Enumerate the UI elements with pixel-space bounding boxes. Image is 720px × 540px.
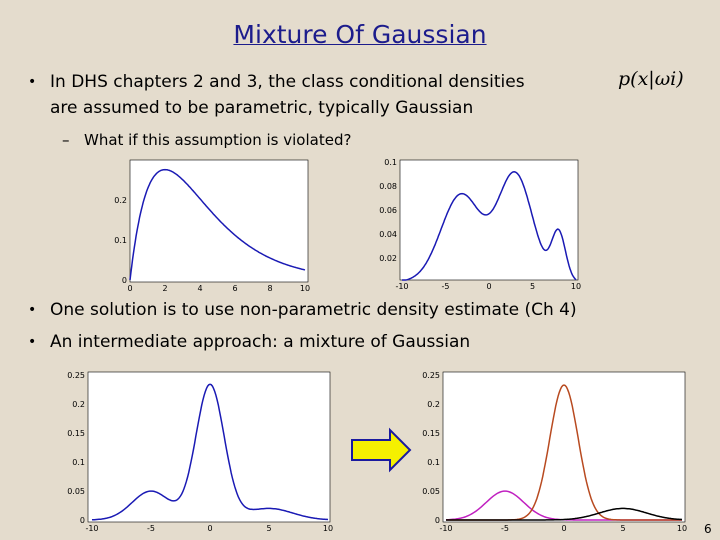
sub-bullet-dash: – xyxy=(62,131,70,149)
x-tick-label: 10 xyxy=(677,524,687,533)
x-tick-label: -10 xyxy=(85,524,98,533)
y-tick-label: 0.05 xyxy=(67,487,85,496)
x-tick-label: 5 xyxy=(266,524,271,533)
x-tick-label: 6 xyxy=(232,284,237,293)
x-tick-label: 8 xyxy=(267,284,272,293)
curve xyxy=(91,383,329,521)
bullet-dot: • xyxy=(28,74,37,90)
y-tick-label: 0.1 xyxy=(384,158,397,167)
x-tick-label: 0 xyxy=(127,284,132,293)
y-tick-label: 0.06 xyxy=(379,206,397,215)
x-tick-label: 2 xyxy=(162,284,167,293)
y-tick-label: 0.15 xyxy=(67,429,85,438)
x-tick-label: 5 xyxy=(530,282,535,291)
x-tick-label: 5 xyxy=(620,524,625,533)
y-tick-label: 0.04 xyxy=(379,230,397,239)
x-tick-label: -5 xyxy=(147,524,155,533)
x-tick-label: 0 xyxy=(486,282,491,291)
bullet-text: are assumed to be parametric, typically … xyxy=(50,98,474,118)
slide-title: Mixture Of Gaussian xyxy=(233,20,487,49)
plot-area xyxy=(399,159,579,281)
y-tick-label: 0.2 xyxy=(114,196,127,205)
curve xyxy=(446,507,683,521)
bullet-dot: • xyxy=(28,302,37,318)
x-tick-label: 0 xyxy=(561,524,566,533)
x-tick-label: 10 xyxy=(323,524,333,533)
x-tick-label: 4 xyxy=(197,284,202,293)
y-tick-label: 0.08 xyxy=(379,182,397,191)
y-tick-label: 0.05 xyxy=(422,487,440,496)
y-tick-label: 0.02 xyxy=(379,254,397,263)
y-tick-label: 0 xyxy=(122,276,127,285)
y-tick-label: 0.2 xyxy=(72,400,85,409)
y-tick-label: 0.2 xyxy=(427,400,440,409)
x-tick-label: -10 xyxy=(439,524,452,533)
x-tick-label: 10 xyxy=(571,282,581,291)
y-tick-label: 0.15 xyxy=(422,429,440,438)
bullet-text: In DHS chapters 2 and 3, the class condi… xyxy=(50,72,525,92)
y-tick-label: 0.25 xyxy=(67,371,85,380)
bullet-dot: • xyxy=(28,334,37,350)
x-tick-label: -5 xyxy=(442,282,450,291)
sub-bullet-text: What if this assumption is violated? xyxy=(84,131,352,149)
x-tick-label: 0 xyxy=(207,524,212,533)
arrow xyxy=(351,427,412,473)
y-tick-label: 0.1 xyxy=(114,236,127,245)
plot-area xyxy=(87,371,331,523)
y-tick-label: 0.1 xyxy=(72,458,85,467)
curve xyxy=(129,168,306,281)
curve xyxy=(402,171,577,281)
y-tick-label: 0.25 xyxy=(422,371,440,380)
x-tick-label: 10 xyxy=(300,284,310,293)
bullet-text: An intermediate approach: a mixture of G… xyxy=(50,332,471,352)
formula: p(x|ωi) xyxy=(618,68,684,90)
bullet-text: One solution is to use non-parametric de… xyxy=(50,300,577,320)
y-tick-label: 0 xyxy=(435,516,440,525)
page-number: 6 xyxy=(704,522,712,536)
y-tick-label: 0.1 xyxy=(427,458,440,467)
plot-area xyxy=(442,371,686,523)
y-tick-label: 0 xyxy=(80,516,85,525)
x-tick-label: -5 xyxy=(501,524,509,533)
x-tick-label: -10 xyxy=(395,282,408,291)
